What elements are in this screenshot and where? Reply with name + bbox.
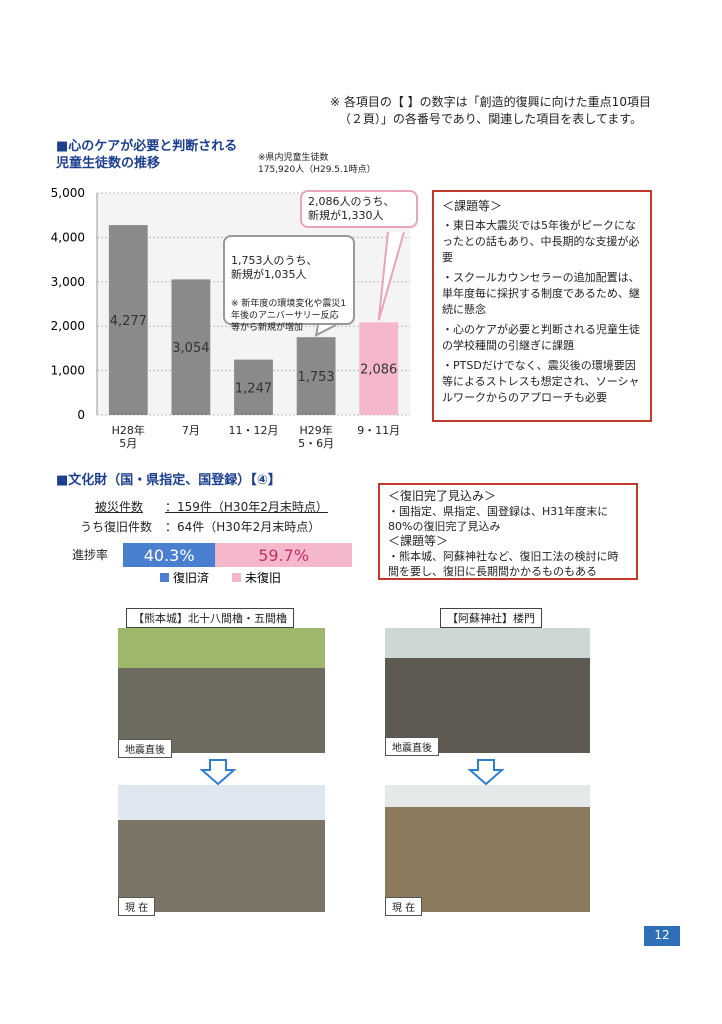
box-item: ・国指定、県指定、国登録は、H31年度末に80%の復旧完了見込み xyxy=(388,505,609,533)
photo-label: 地震直後 xyxy=(385,737,439,756)
value-label: 1,247 xyxy=(235,381,272,396)
row-label: 被災件数 xyxy=(95,500,144,514)
progress-label: 40.3% xyxy=(144,546,195,565)
y-tick-label: 0 xyxy=(77,408,85,422)
x-tick-label: H29年 5・6月 xyxy=(298,424,335,450)
x-tick-label: 9・11月 xyxy=(357,424,401,437)
box-item: ・熊本城、阿蘇神社など、復旧工法の検討に時間を要し、復旧に長期間かかるものもある xyxy=(388,550,619,578)
callout-pointer xyxy=(314,324,337,337)
photo-sky xyxy=(118,785,325,820)
arrow xyxy=(199,759,237,786)
legend-label: 未復旧 xyxy=(245,570,281,585)
bar xyxy=(171,279,211,415)
y-tick-label: 5,000 xyxy=(51,186,85,200)
section-title: ■心のケアが必要と判断される 児童生徒数の推移 xyxy=(56,139,238,171)
page-number-bg xyxy=(644,926,680,946)
callout: 2,086人のうち、 新規が1,330人 xyxy=(300,190,418,228)
callout: 1,753人のうち、 新規が1,035人 ※ 新年度の環境変化や震災1年後のアニ… xyxy=(223,235,355,333)
y-tick-label: 1,000 xyxy=(51,364,85,378)
progress-label: 59.7% xyxy=(258,546,309,565)
row-label: うち復旧件数 xyxy=(80,520,153,534)
y-tick-label: 4,000 xyxy=(51,230,85,244)
value-label: 1,753 xyxy=(297,370,334,385)
legend-label: 復旧済 xyxy=(173,570,209,585)
box-item: ・スクールカウンセラーの追加配置は、単年度毎に採択する制度であるため、継続に懸念 xyxy=(442,271,640,316)
callout-note: ※ 新年度の環境変化や震災1年後のアニバーサリー反応等から新規が増加 xyxy=(231,299,347,333)
x-tick-label: 11・12月 xyxy=(228,424,279,437)
note: ※ 各項目の【 】の数字は「創造的復興に向けた重点10項目 （２頁）」の各番号で… xyxy=(330,95,651,126)
y-tick-label: 2,000 xyxy=(51,319,85,333)
section-title: ■文化財（国・県指定、国登録）【④】 xyxy=(56,473,281,488)
photo-caption: 【阿蘇神社】楼門 xyxy=(440,608,542,628)
chart-note: ※県内児童生徒数 175,920人（H29.5.1時点） xyxy=(258,153,376,175)
value-label: 3,054 xyxy=(172,341,209,356)
row-value: ：64件（H30年2月末時点） xyxy=(165,520,321,534)
box-item: ・東日本大震災では5年後がピークになったとの話もあり、中長期的な支援が必要 xyxy=(442,219,640,264)
bar xyxy=(108,225,148,415)
page-number: 12 xyxy=(654,928,670,942)
photo-sky xyxy=(385,785,590,807)
bar xyxy=(296,337,336,415)
bar xyxy=(359,322,399,415)
arrow xyxy=(467,759,505,786)
box-item: ・PTSDだけでなく、震災後の環境要因等によるストレスも想定され、ソーシャルワー… xyxy=(442,359,640,404)
box-title: ＜復旧完了見込み＞ xyxy=(388,489,497,503)
bar xyxy=(234,359,273,415)
x-tick-label: H28年 5月 xyxy=(111,424,145,450)
photo-label: 現 在 xyxy=(385,897,423,916)
photo-sky xyxy=(385,628,590,658)
recovery-box: ＜復旧完了見込み＞ ・国指定、県指定、国登録は、H31年度末に80%の復旧完了見… xyxy=(378,483,638,580)
progress-label: 進捗率 xyxy=(72,548,109,562)
legend-swatch xyxy=(160,573,169,582)
legend-swatch xyxy=(232,573,241,582)
callout-pointer xyxy=(377,231,405,321)
progress-segment xyxy=(123,543,216,567)
x-tick-label: 7月 xyxy=(181,424,200,437)
value-label: 4,277 xyxy=(110,314,147,329)
row-value: ：159件（H30年2月末時点） xyxy=(165,500,328,514)
callout-text: 1,753人のうち、 新規が1,035人 xyxy=(231,254,318,281)
y-tick-label: 3,000 xyxy=(51,275,85,289)
photo-sky xyxy=(118,628,325,668)
photo-label: 地震直後 xyxy=(118,739,172,758)
photo-label: 現 在 xyxy=(118,897,156,916)
box-title: ＜課題等＞ xyxy=(388,534,449,548)
box-item: ・心のケアが必要と判断される児童生徒の学校種間の引継ぎに課題 xyxy=(442,323,640,352)
issues-box: ＜課題等＞ ・東日本大震災では5年後がピークになったとの話もあり、中長期的な支援… xyxy=(432,190,652,422)
progress-segment xyxy=(215,543,352,567)
value-label: 2,086 xyxy=(360,363,397,378)
photo-caption: 【熊本城】北十八間櫓・五間櫓 xyxy=(126,608,294,628)
box-title: ＜課題等＞ xyxy=(442,199,503,213)
